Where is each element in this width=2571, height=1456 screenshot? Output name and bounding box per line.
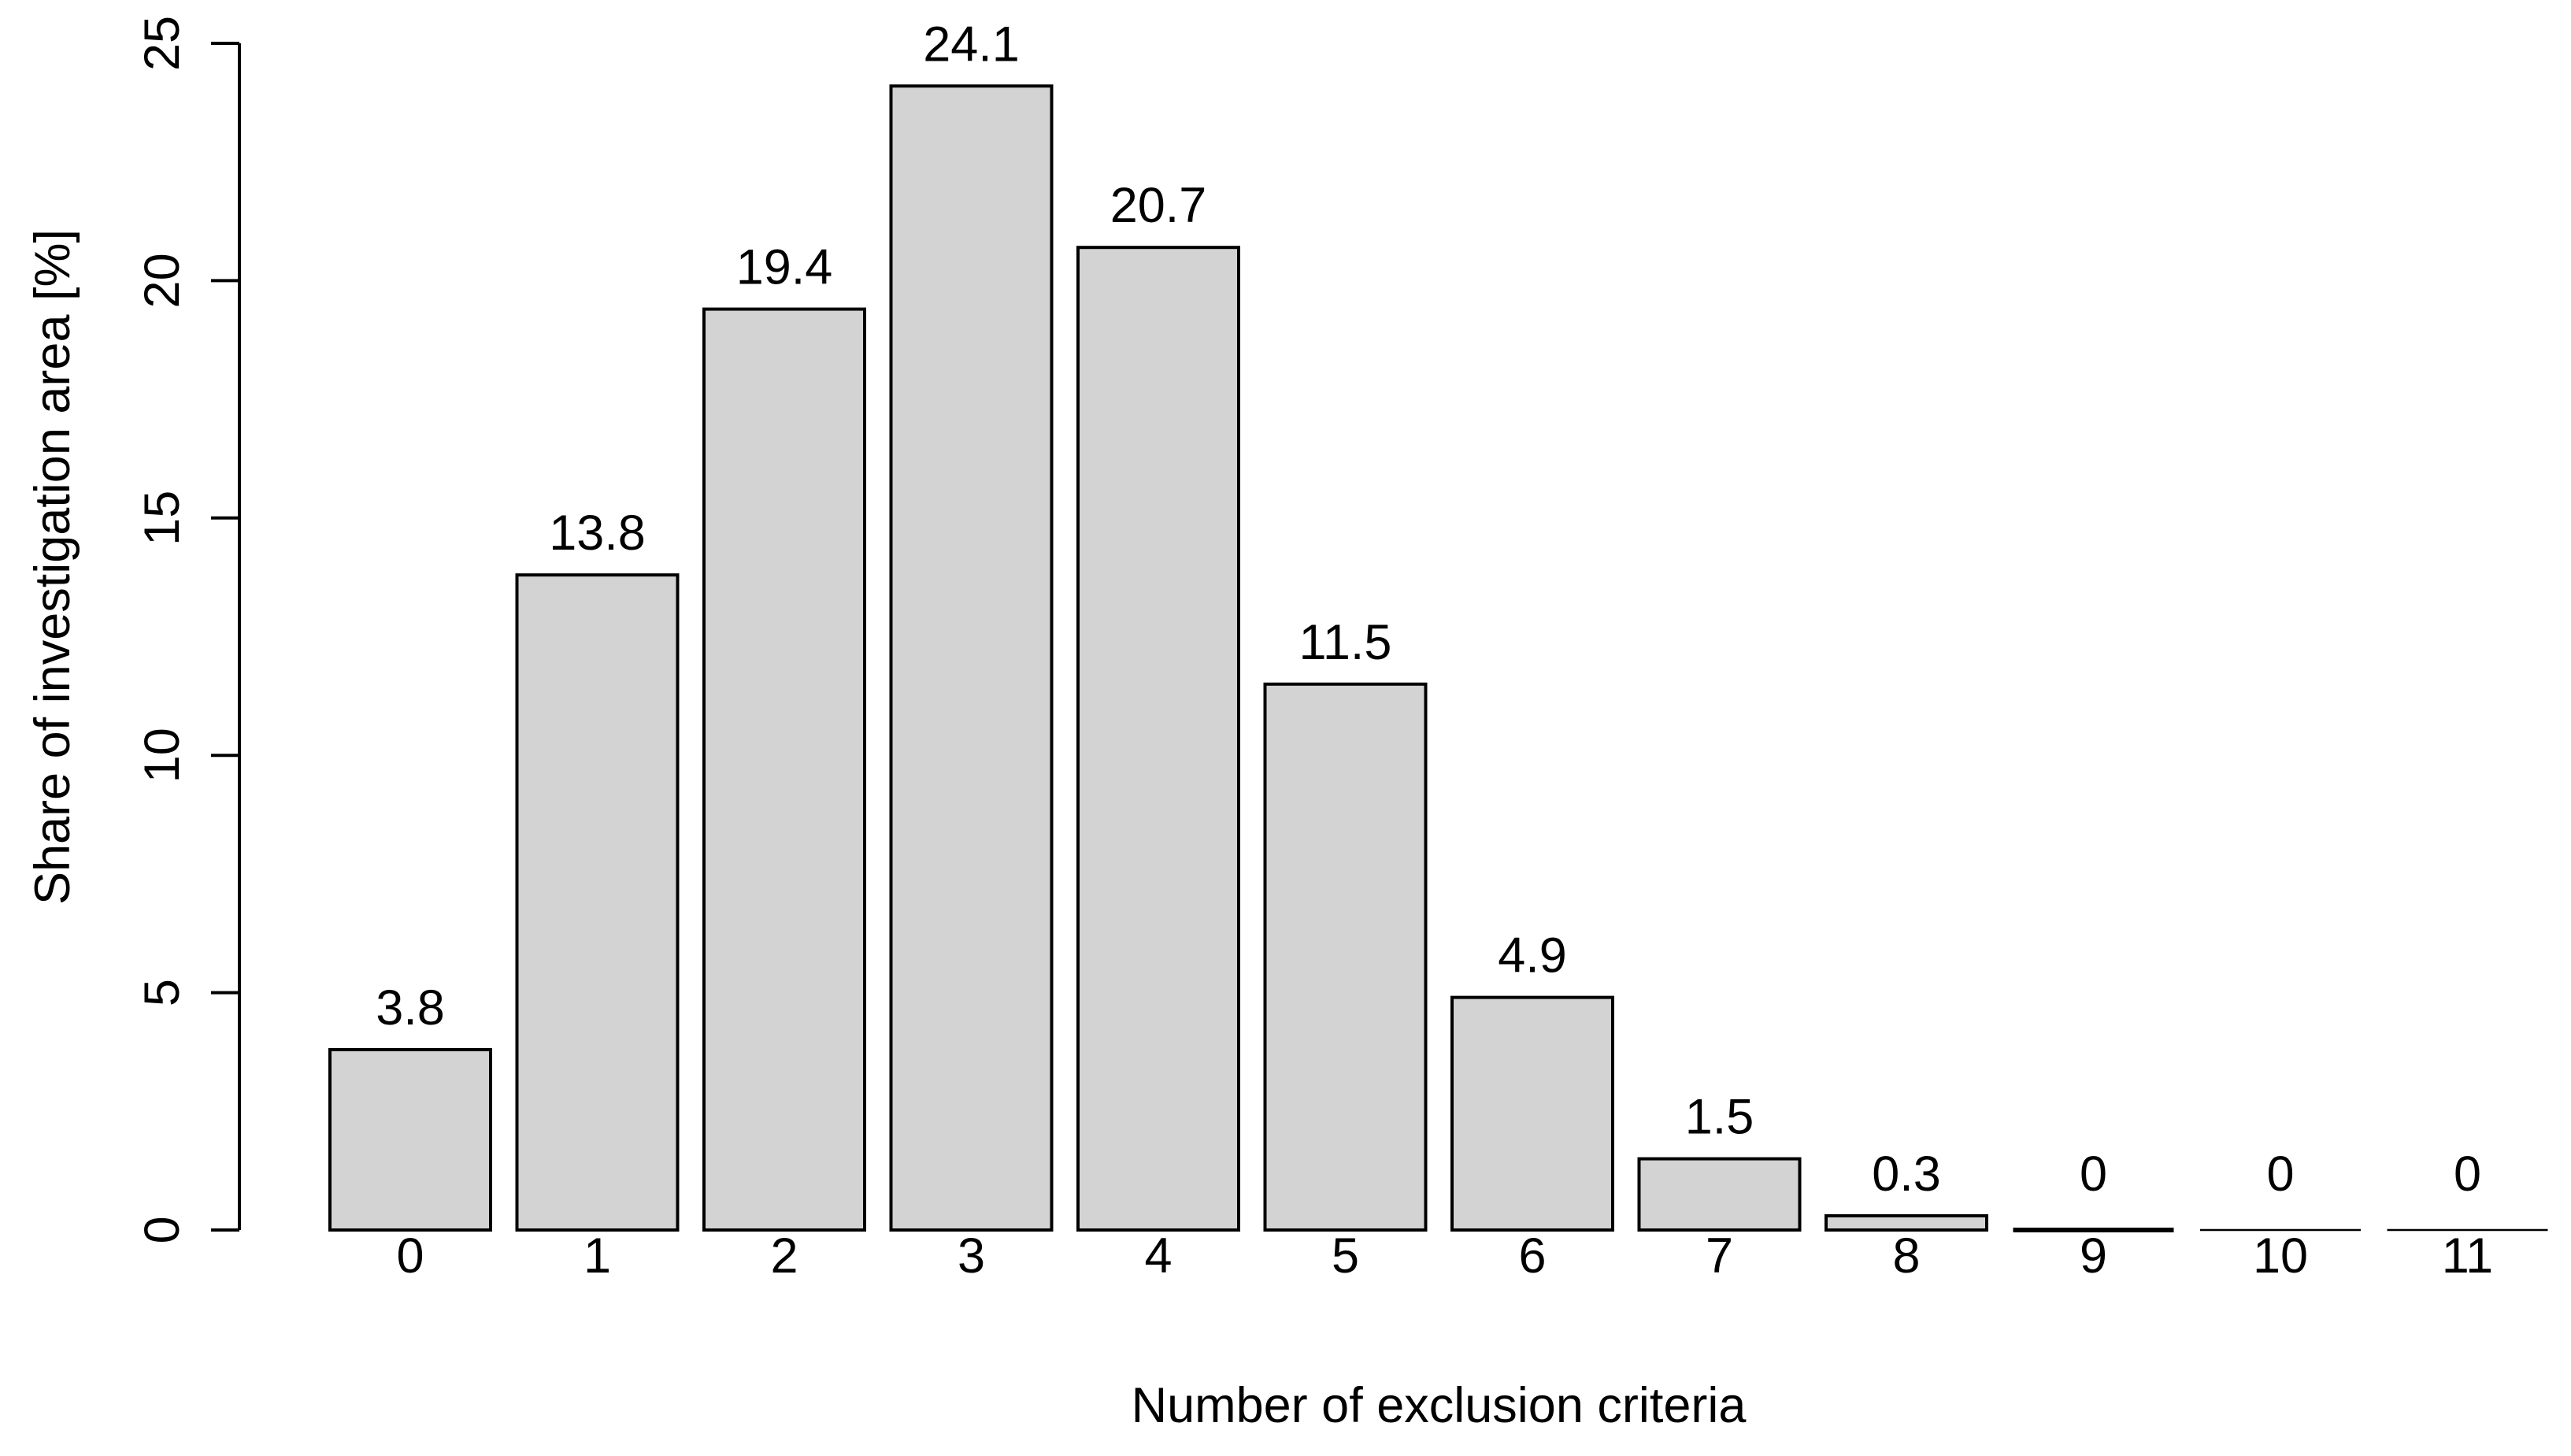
bar-value-label: 24.1 <box>923 17 1020 72</box>
x-axis-tick-label: 7 <box>1706 1228 1733 1284</box>
y-axis-tick-label: 25 <box>135 16 190 71</box>
bar-value-label: 1.5 <box>1685 1090 1754 1145</box>
bar <box>1825 1213 1988 1232</box>
y-axis-tick-label: 5 <box>135 979 190 1006</box>
x-axis-tick-label: 9 <box>2080 1228 2107 1284</box>
bar-value-label: 19.4 <box>736 240 833 295</box>
bar-value-label: 20.7 <box>1110 178 1207 233</box>
x-axis-tick-label: 6 <box>1518 1228 1546 1284</box>
bar <box>889 84 1054 1232</box>
y-axis-tick-label: 0 <box>135 1216 190 1243</box>
bar-value-label: 11.5 <box>1299 615 1392 670</box>
bar <box>1263 682 1428 1232</box>
x-axis-tick-label: 3 <box>958 1228 985 1284</box>
bar-value-label: 3.8 <box>376 980 445 1036</box>
y-axis-tick-label: 20 <box>135 253 190 308</box>
x-axis-tick-label: 1 <box>583 1228 611 1284</box>
x-axis-tick-label: 4 <box>1144 1228 1172 1284</box>
bar-value-label: 0 <box>2454 1147 2481 1202</box>
y-axis: 0 5 10 15 20 25 <box>135 16 241 1244</box>
y-axis-title: Share of investigation area [%] <box>25 229 80 905</box>
bar <box>1076 246 1240 1232</box>
bar <box>328 1047 492 1232</box>
x-axis-tick-label: 0 <box>396 1228 424 1284</box>
x-axis-tick-label: 10 <box>2253 1228 2308 1284</box>
bar <box>1450 995 1614 1232</box>
y-axis-tick-label: 15 <box>135 491 190 546</box>
x-axis-title: Number of exclusion criteria <box>1132 1378 1747 1433</box>
x-axis-tick-label: 2 <box>770 1228 798 1284</box>
bars-layer: 3.8 0 13.8 1 19.4 2 24.1 3 20.7 4 11.5 5 4.9 6 1.5 7 0.3… <box>328 17 2548 1284</box>
bar-value-label: 0 <box>2266 1147 2294 1202</box>
bar-value-label: 4.9 <box>1498 928 1567 984</box>
x-axis-tick-label: 5 <box>1332 1228 1359 1284</box>
bar-value-label: 13.8 <box>549 506 646 561</box>
bar-value-label: 0 <box>2080 1147 2107 1202</box>
bar <box>702 307 866 1232</box>
x-axis-tick-label: 11 <box>2442 1228 2493 1284</box>
bar <box>515 573 680 1232</box>
bar-value-label: 0.3 <box>1872 1147 1941 1202</box>
x-axis-tick-label: 8 <box>1892 1228 1920 1284</box>
bar <box>1637 1157 1802 1232</box>
y-axis-tick-label: 10 <box>135 728 190 783</box>
